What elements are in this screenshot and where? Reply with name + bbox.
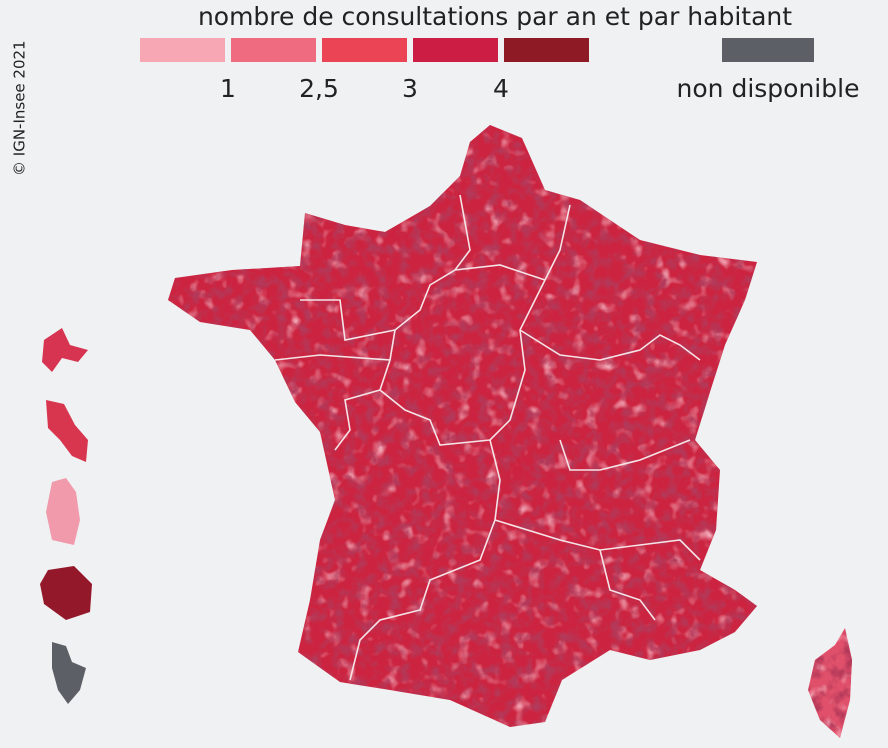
overseas [40, 328, 92, 704]
corsica [808, 628, 852, 738]
legend-tick-label: 1 [220, 74, 236, 103]
legend-title: nombre de consultations par an et par ha… [198, 2, 792, 31]
legend-swatch [413, 38, 498, 62]
france [168, 125, 757, 727]
legend-swatch [140, 38, 225, 62]
legend-tick-label: 4 [493, 74, 509, 103]
legend-tick-label: 2,5 [299, 74, 339, 103]
legend-tick-label: 3 [402, 74, 418, 103]
legend-swatch [322, 38, 407, 62]
legend-swatch [231, 38, 316, 62]
credit: © IGN-Insee 2021 [11, 40, 29, 176]
legend-na-label: non disponible [677, 74, 860, 103]
legend-na-swatch [722, 38, 814, 62]
legend-swatch [504, 38, 589, 62]
legend: 1 2,5 3 4 non disponible [140, 38, 859, 103]
